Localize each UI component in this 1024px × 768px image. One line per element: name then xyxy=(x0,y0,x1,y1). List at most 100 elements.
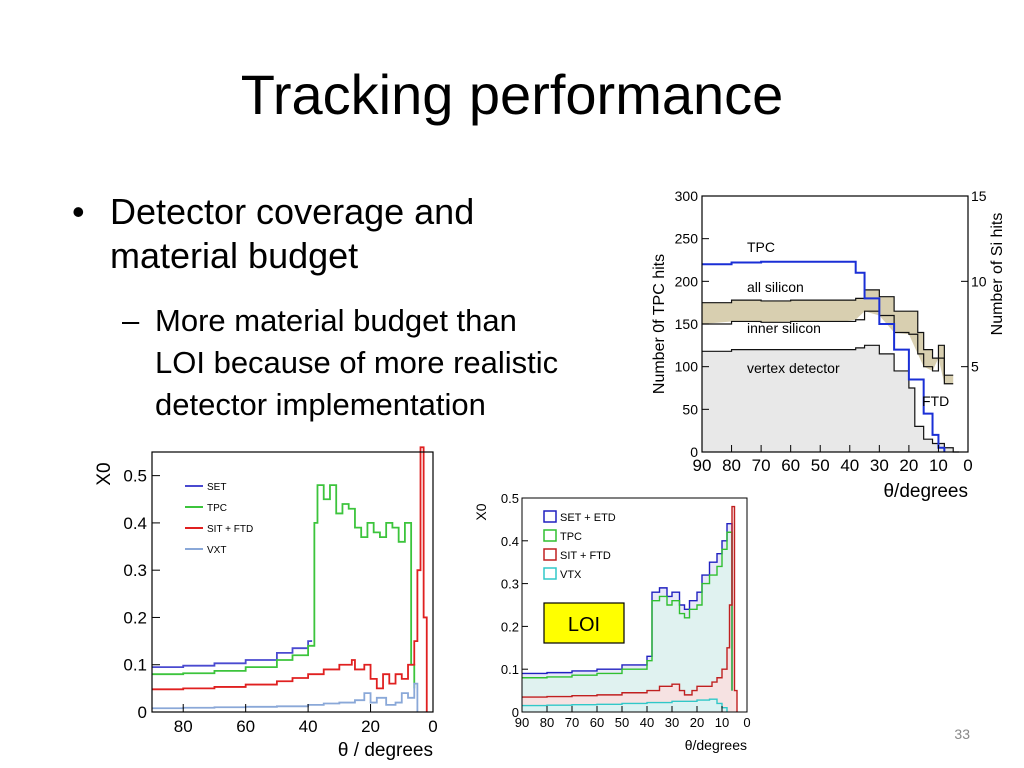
bullet-marker: • xyxy=(72,191,85,232)
x-tick-label: 0 xyxy=(963,456,972,475)
legend-swatch xyxy=(543,510,557,523)
vertex-detector-line xyxy=(702,344,960,453)
x-tick-label: 50 xyxy=(811,456,830,475)
x-tick-label: 80 xyxy=(174,717,193,736)
x-tick-label: 80 xyxy=(540,715,554,730)
x-axis-label: θ/degrees xyxy=(685,737,747,753)
loi-label: LOI xyxy=(568,614,600,636)
x-tick-label: 60 xyxy=(590,715,604,730)
y2-tick-label: 10 xyxy=(971,273,987,289)
inner-silicon-line xyxy=(702,310,954,385)
material-budget-loi-chart: 90 80 70 60 50 40 30 20 10 0 0 0.1 0.2 0.3 0.4 0.5 X0 θ/d… xyxy=(473,491,751,753)
series-line-sit-ftd xyxy=(522,505,738,712)
y2-axis-label: Number of Si hits xyxy=(989,213,1006,336)
y2-tick-label: 5 xyxy=(971,359,979,375)
series-line-set xyxy=(152,640,313,668)
x-tick-label: 10 xyxy=(929,456,948,475)
legend-label: TPC xyxy=(560,531,582,543)
y-tick-label: 0.4 xyxy=(123,514,147,533)
y-tick-label: 0.1 xyxy=(501,662,519,677)
x-tick-label: 60 xyxy=(781,456,800,475)
loi-label-box xyxy=(543,602,625,644)
series-area-vtx xyxy=(522,699,727,712)
y-tick-label: 0 xyxy=(138,703,147,722)
y-tick-label: 250 xyxy=(675,231,699,247)
x-axis-label: θ / degrees xyxy=(338,740,433,761)
y-tick-label: 0.2 xyxy=(123,608,147,627)
plot-frame xyxy=(151,451,434,713)
bullet-line: detector implementation xyxy=(155,387,486,422)
annotation-inner-silicon: inner silicon xyxy=(747,320,821,336)
y-tick-label: 0.3 xyxy=(501,577,519,592)
material-budget-chart: 80 60 40 20 0 0 0.1 0.2 0.3 0.4 0.5 X0 θ / degrees SE… xyxy=(94,446,438,761)
y-tick-label: 0.2 xyxy=(501,619,519,634)
hits-chart: 90 80 70 60 50 40 30 20 10 0050100150200250300510… xyxy=(651,188,1006,502)
legend-label: SET xyxy=(207,482,226,493)
bullet-line: More material budget than xyxy=(155,303,517,338)
bullet-text: Detector coverage and material budget xyxy=(110,190,580,278)
y-tick-label: 0.1 xyxy=(123,656,147,675)
bullet-line: Detector coverage and xyxy=(110,191,475,232)
page-number: 33 xyxy=(954,726,970,742)
series-line-tpc xyxy=(152,484,416,689)
y-tick-label: 50 xyxy=(682,401,698,417)
x-tick-label: 20 xyxy=(361,717,380,736)
y-tick-label: 0.5 xyxy=(501,491,519,506)
tpc-hits-line xyxy=(702,260,946,452)
x-tick-label: 30 xyxy=(665,715,679,730)
legend-label: SET + ETD xyxy=(560,512,616,524)
x-tick-label: 20 xyxy=(690,715,704,730)
bullet-line: LOI because of more realistic xyxy=(155,345,559,380)
all-silicon-line xyxy=(702,289,954,376)
series-line-sit-ftd xyxy=(152,446,428,712)
y-axis-label: Number 0f TPC hits xyxy=(651,254,668,394)
plot-frame xyxy=(521,497,748,713)
y-tick-label: 0.5 xyxy=(123,467,147,486)
y-tick-label: 150 xyxy=(675,316,699,332)
x-tick-label: 60 xyxy=(236,717,255,736)
x-tick-label: 20 xyxy=(899,456,918,475)
x-tick-label: 30 xyxy=(870,456,889,475)
y-tick-label: 100 xyxy=(675,359,699,375)
x-tick-label: 0 xyxy=(743,715,750,730)
annotation-all-silicon: all silicon xyxy=(747,279,804,295)
x-tick-label: 10 xyxy=(715,715,729,730)
legend-swatch xyxy=(543,548,557,561)
y-axis-label: X0 xyxy=(94,462,115,485)
x-tick-label: 40 xyxy=(640,715,654,730)
legend-label: VTX xyxy=(560,569,582,581)
annotation-tpc: TPC xyxy=(747,239,775,255)
annotation-vertex-detector: vertex detector xyxy=(747,360,840,376)
legend-swatch xyxy=(543,529,557,542)
vertex-detector-area xyxy=(702,345,960,452)
series-line-tpc xyxy=(522,531,733,691)
y-tick-label: 0.4 xyxy=(501,534,519,549)
sub-bullet-text: More material budget than LOI because of… xyxy=(155,300,645,426)
silicon-band-area xyxy=(702,289,954,384)
y-axis-label: X0 xyxy=(473,503,489,520)
x-tick-label: 70 xyxy=(752,456,771,475)
y-tick-label: 0 xyxy=(690,444,698,460)
y2-tick-label: 15 xyxy=(971,188,987,204)
series-line-set-etd xyxy=(522,522,733,691)
series-area-sit-ftd xyxy=(522,506,737,712)
x-tick-label: 80 xyxy=(722,456,741,475)
legend-label: SIT + FTD xyxy=(207,524,253,535)
x-tick-label: 0 xyxy=(428,717,437,736)
sub-bullet-marker: – xyxy=(122,303,140,338)
x-tick-label: 70 xyxy=(565,715,579,730)
x-tick-label: 90 xyxy=(693,456,712,475)
y-tick-label: 300 xyxy=(675,188,699,204)
legend-label: VXT xyxy=(207,545,226,556)
series-line-vtx xyxy=(522,698,728,712)
x-tick-label: 50 xyxy=(615,715,629,730)
slide-title: Tracking performance xyxy=(240,63,784,126)
series-area-tpc xyxy=(522,532,732,712)
x-tick-label: 90 xyxy=(515,715,529,730)
annotation-ftd: FTD xyxy=(922,393,949,409)
legend-swatch xyxy=(543,567,557,580)
bullet-line: material budget xyxy=(110,235,359,276)
x-tick-label: 40 xyxy=(299,717,318,736)
x-axis-label: θ/degrees xyxy=(883,481,968,502)
